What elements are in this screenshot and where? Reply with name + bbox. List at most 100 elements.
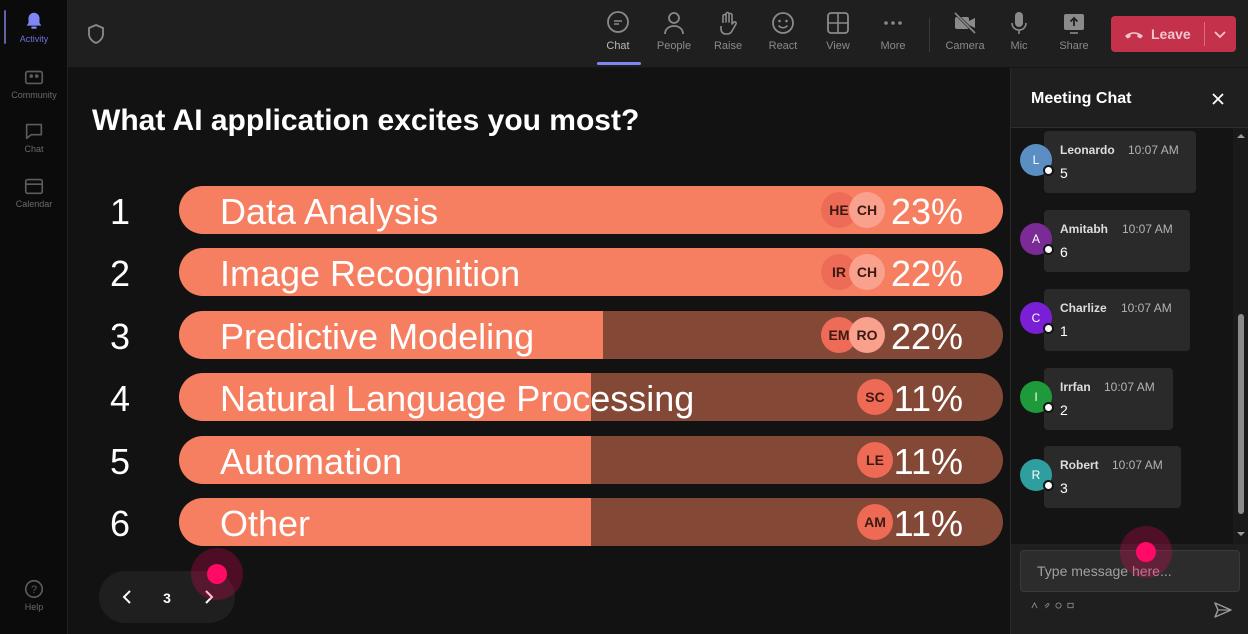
poll-option[interactable]: 4 Natural Language Processing SC 11% <box>68 373 1010 421</box>
rail-label: Help <box>24 602 44 612</box>
result-bar-fill <box>179 436 591 484</box>
leave-divider <box>1204 22 1205 46</box>
scroll-down-icon[interactable] <box>1237 530 1245 538</box>
voter-avatar: AM <box>857 504 893 540</box>
mic-icon <box>1011 12 1027 34</box>
shield-icon[interactable] <box>87 24 105 44</box>
message-text: 2 <box>1060 402 1068 418</box>
option-label: Natural Language Processing <box>220 378 695 419</box>
chat-button[interactable]: Chat <box>592 10 644 60</box>
chat-message[interactable]: Robert 10:07 AM 3 <box>1044 446 1181 508</box>
format-icon[interactable] <box>1031 602 1038 609</box>
rail-label: Activity <box>19 34 49 44</box>
help-icon: ? <box>24 579 44 599</box>
scroll-up-icon[interactable] <box>1237 132 1245 140</box>
option-label: Other <box>220 503 311 544</box>
message-time: 10:07 AM <box>1128 143 1179 157</box>
rail-label: Calendar <box>15 199 53 209</box>
view-button-label: View <box>826 40 850 52</box>
bell-icon <box>26 12 42 29</box>
result-bar: Natural Language Processing SC 11% <box>179 373 1003 421</box>
close-icon[interactable] <box>1207 88 1229 110</box>
chevron-down-icon[interactable] <box>1212 26 1228 42</box>
poll-option[interactable]: 5 Automation LE 11% <box>68 436 1010 484</box>
option-number: 5 <box>109 441 131 482</box>
chat-icon <box>25 123 43 140</box>
voter-avatar: CH <box>849 192 885 228</box>
send-icon[interactable] <box>1213 600 1233 620</box>
poll-option[interactable]: 1 Data Analysis HE CH 23% <box>68 186 1010 234</box>
result-bar: Data Analysis HE CH 23% <box>179 186 1003 234</box>
share-button[interactable]: Share <box>1048 10 1100 60</box>
view-button[interactable]: View <box>812 10 864 60</box>
rail-item-community[interactable]: Community <box>0 66 68 114</box>
hand-icon <box>720 11 737 35</box>
result-bar: Image Recognition IR CH 22% <box>179 248 1003 296</box>
chat-message-input[interactable] <box>1020 550 1240 592</box>
option-label: Image Recognition <box>220 253 521 294</box>
camera-button[interactable]: Camera <box>939 10 991 60</box>
raise-hand-button[interactable]: Raise <box>702 10 754 60</box>
rail-label: Chat <box>24 144 44 154</box>
scrollbar-thumb[interactable] <box>1238 314 1244 514</box>
rail-label: Community <box>11 90 57 100</box>
phone-hangup-icon <box>1125 32 1143 39</box>
voter-avatar: LE <box>857 442 893 478</box>
chat-divider <box>1011 127 1248 128</box>
option-percent: 22% <box>890 253 963 294</box>
result-bar: Automation LE 11% <box>179 436 1003 484</box>
result-bar: Other AM 11% <box>179 498 1003 546</box>
more-icon <box>884 21 902 25</box>
gif-icon[interactable] <box>1067 602 1074 609</box>
react-button-label: React <box>768 40 798 52</box>
chat-message[interactable]: Amitabh 10:07 AM 6 <box>1044 210 1190 272</box>
presence-status-icon <box>1043 323 1054 334</box>
compose-options <box>1031 602 1074 609</box>
poll-option[interactable]: 6 Other AM 11% <box>68 498 1010 546</box>
option-percent: 11% <box>893 503 963 544</box>
message-time: 10:07 AM <box>1122 222 1173 236</box>
result-bar-fill <box>179 311 604 359</box>
chat-message[interactable]: Irrfan 10:07 AM 2 <box>1044 368 1173 430</box>
emoji-icon[interactable] <box>1055 602 1062 609</box>
chat-title: Meeting Chat <box>1031 90 1132 107</box>
voter-avatar: CH <box>849 254 885 290</box>
chat-message[interactable]: Leonardo 10:07 AM 5 <box>1044 131 1196 193</box>
chat-message-list[interactable]: Leonardo 10:07 AM 5 L Amitabh 10:07 AM 6 A Charl… <box>1011 128 1248 544</box>
option-percent: 22% <box>890 316 963 357</box>
poll-question: What AI application excites you most? <box>92 104 640 137</box>
chevron-right-icon[interactable] <box>199 587 219 607</box>
leave-button[interactable]: Leave <box>1111 16 1236 52</box>
sender-name: Amitabh <box>1060 222 1108 236</box>
message-text: 1 <box>1060 323 1068 339</box>
grid-icon <box>827 12 849 34</box>
chat-icon <box>607 11 629 33</box>
mic-button[interactable]: Mic <box>993 10 1045 60</box>
attach-icon[interactable] <box>1043 602 1050 609</box>
chat-message[interactable]: Charlize 10:07 AM 1 <box>1044 289 1190 351</box>
chevron-left-icon[interactable] <box>117 587 137 607</box>
message-text: 6 <box>1060 244 1068 260</box>
people-button[interactable]: People <box>648 10 700 60</box>
chat-button-label: Chat <box>606 40 630 52</box>
meeting-toolbar: Chat People Raise React View More Camera <box>68 0 1248 68</box>
react-button[interactable]: React <box>757 10 809 60</box>
message-text: 5 <box>1060 165 1068 181</box>
more-button[interactable]: More <box>867 10 919 60</box>
app-rail: Activity Community Chat Calendar ? Help <box>0 0 68 634</box>
community-icon <box>24 70 44 85</box>
rail-item-activity[interactable]: Activity <box>0 10 68 58</box>
message-time: 10:07 AM <box>1121 301 1172 315</box>
poll-option[interactable]: 2 Image Recognition IR CH 22% <box>68 248 1010 296</box>
rail-item-help[interactable]: ? Help <box>0 578 68 626</box>
option-label: Data Analysis <box>220 191 439 232</box>
pointer-highlight <box>191 548 243 600</box>
rail-item-calendar[interactable]: Calendar <box>0 175 68 223</box>
presence-status-icon <box>1043 480 1054 491</box>
presence-status-icon <box>1043 165 1054 176</box>
rail-item-chat[interactable]: Chat <box>0 120 68 168</box>
poll-option[interactable]: 3 Predictive Modeling EM RO 22% <box>68 311 1010 359</box>
smiley-icon <box>772 12 794 34</box>
meeting-chat-panel: Meeting Chat Leonardo 10:07 AM 5 L Amitabh 10… <box>1010 68 1248 634</box>
